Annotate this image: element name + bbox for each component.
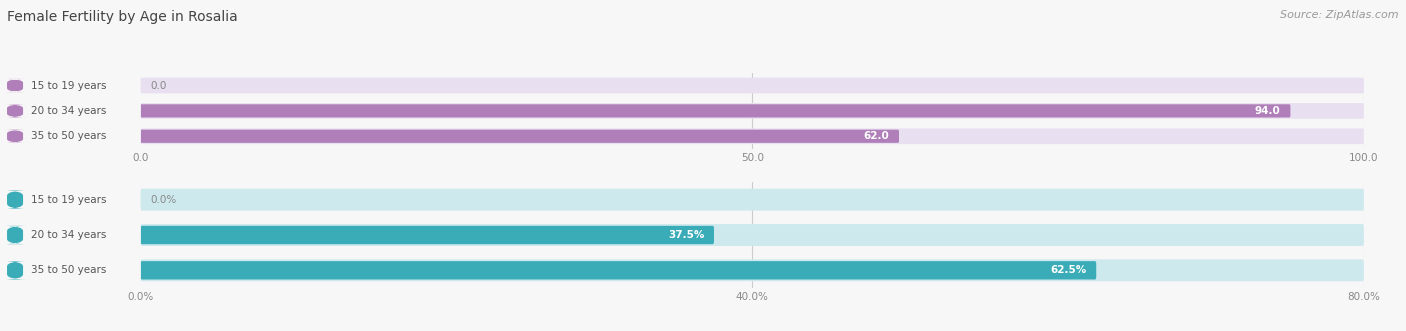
Text: 94.0: 94.0 [1256, 106, 1281, 116]
FancyBboxPatch shape [141, 104, 1291, 118]
Text: 15 to 19 years: 15 to 19 years [31, 80, 107, 90]
FancyBboxPatch shape [141, 103, 1364, 119]
FancyBboxPatch shape [141, 261, 1097, 279]
Text: 62.5%: 62.5% [1050, 265, 1087, 275]
FancyBboxPatch shape [3, 130, 27, 143]
Text: 0.0%: 0.0% [150, 195, 177, 205]
FancyBboxPatch shape [3, 104, 27, 118]
FancyBboxPatch shape [3, 79, 27, 92]
FancyBboxPatch shape [141, 226, 714, 244]
FancyBboxPatch shape [141, 260, 1364, 281]
Text: 35 to 50 years: 35 to 50 years [31, 265, 107, 275]
FancyBboxPatch shape [141, 128, 1364, 144]
FancyBboxPatch shape [3, 226, 27, 244]
FancyBboxPatch shape [3, 261, 27, 279]
Text: 37.5%: 37.5% [668, 230, 704, 240]
FancyBboxPatch shape [141, 78, 1364, 93]
Text: 20 to 34 years: 20 to 34 years [31, 230, 107, 240]
Text: 20 to 34 years: 20 to 34 years [31, 106, 107, 116]
Text: 35 to 50 years: 35 to 50 years [31, 131, 107, 141]
Text: Source: ZipAtlas.com: Source: ZipAtlas.com [1281, 10, 1399, 20]
FancyBboxPatch shape [3, 191, 27, 209]
Text: 62.0: 62.0 [863, 131, 889, 141]
Text: 0.0: 0.0 [150, 80, 167, 90]
FancyBboxPatch shape [141, 189, 1364, 211]
Text: Female Fertility by Age in Rosalia: Female Fertility by Age in Rosalia [7, 10, 238, 24]
FancyBboxPatch shape [141, 130, 898, 143]
FancyBboxPatch shape [141, 224, 1364, 246]
Text: 15 to 19 years: 15 to 19 years [31, 195, 107, 205]
